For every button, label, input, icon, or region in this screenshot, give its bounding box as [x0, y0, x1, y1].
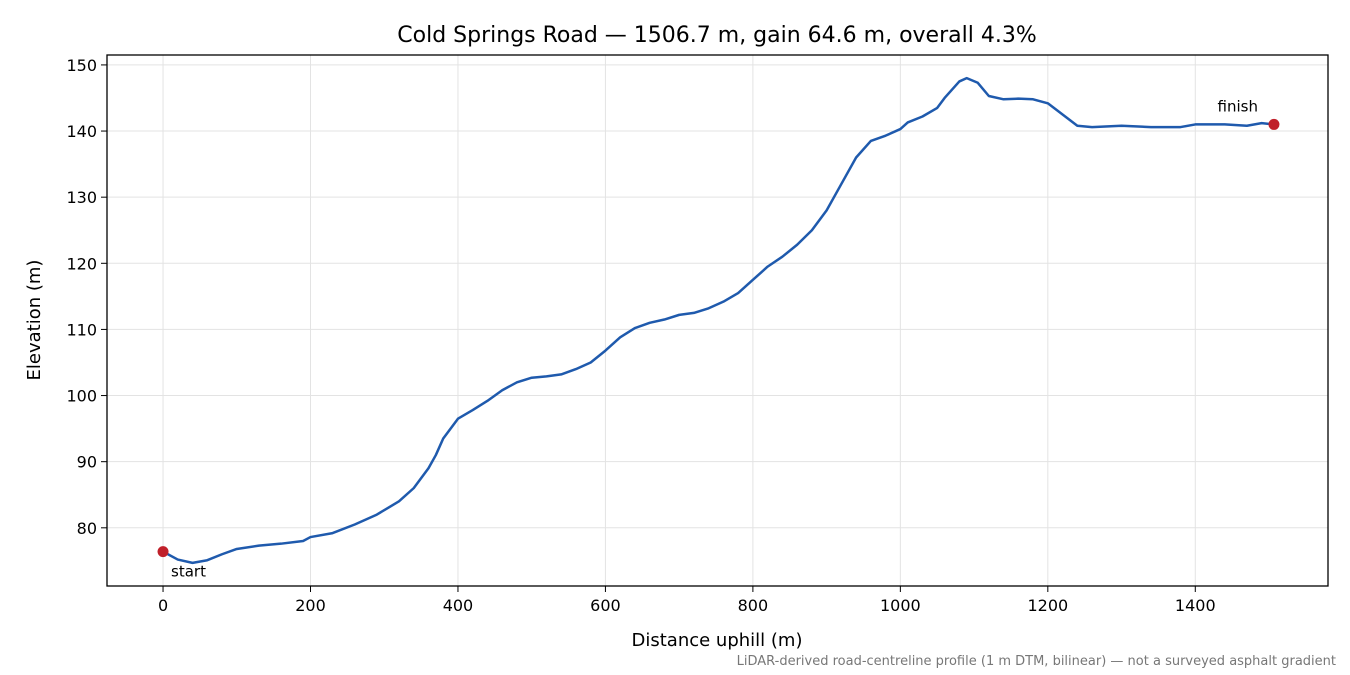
plot-frame — [106, 54, 1329, 587]
endpoint-label: start — [171, 563, 206, 581]
x-tick-label: 800 — [738, 596, 769, 615]
y-tick-label: 150 — [66, 56, 97, 75]
chart-title: Cold Springs Road — 1506.7 m, gain 64.6 … — [397, 23, 1036, 48]
footnote: LiDAR-derived road-centreline profile (1… — [737, 654, 1336, 669]
x-tick-label: 1000 — [880, 596, 921, 615]
elevation-line — [162, 76, 1275, 565]
x-tick-label: 200 — [295, 596, 326, 615]
y-tick-label: 110 — [66, 320, 97, 339]
y-tick-label: 130 — [66, 188, 97, 207]
x-axis-label: Distance uphill (m) — [632, 630, 803, 651]
y-tick-label: 140 — [66, 122, 97, 141]
x-tick-label: 1200 — [1027, 596, 1068, 615]
y-tick-label: 100 — [66, 387, 97, 406]
y-tick-label: 120 — [66, 254, 97, 273]
y-tick-label: 90 — [77, 453, 97, 472]
y-tick-label: 80 — [77, 519, 97, 538]
endpoint-marker — [157, 546, 169, 558]
x-tick-label: 0 — [158, 596, 168, 615]
endpoint-marker — [1268, 118, 1280, 130]
x-tick-label: 1400 — [1175, 596, 1216, 615]
x-tick-label: 400 — [443, 596, 474, 615]
endpoint-label: finish — [1218, 97, 1258, 115]
x-tick-label: 600 — [590, 596, 621, 615]
y-axis-label: Elevation (m) — [24, 260, 45, 381]
